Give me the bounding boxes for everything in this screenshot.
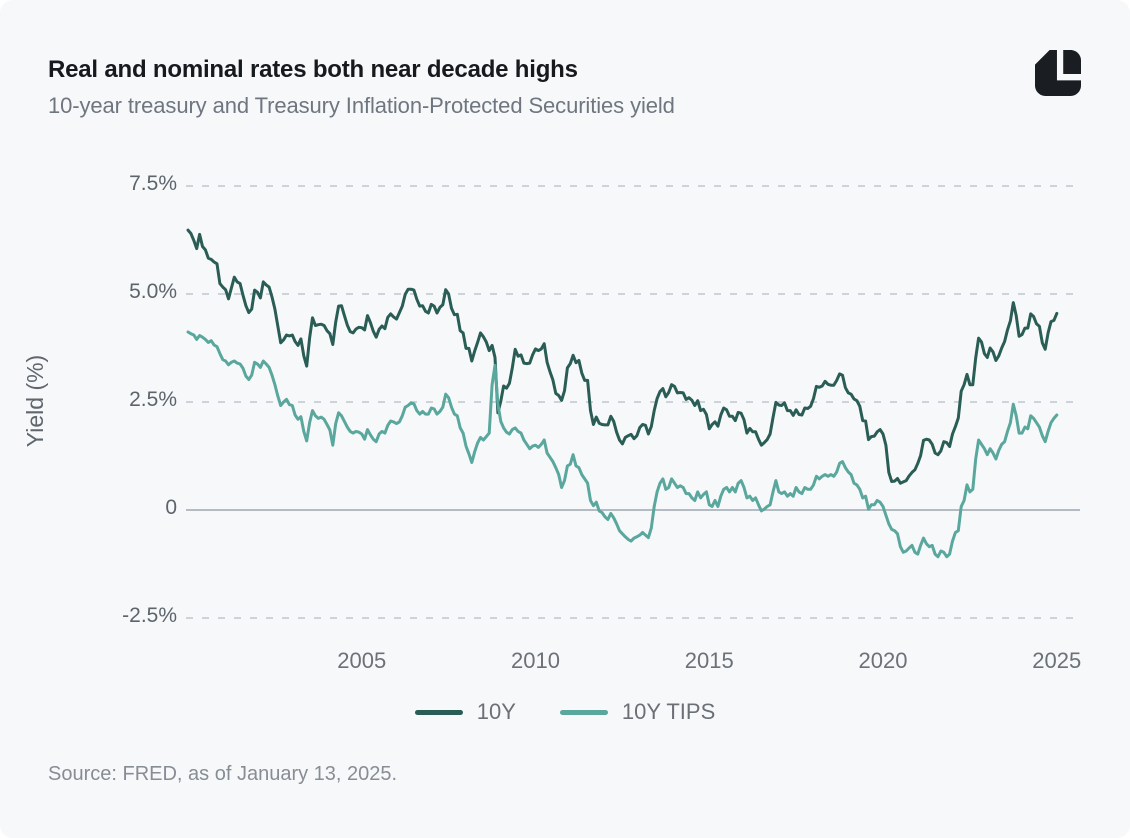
source-note: Source: FRED, as of January 13, 2025. [48, 763, 398, 785]
x-tick-label: 2005 [337, 648, 387, 673]
plot-svg [186, 185, 1080, 619]
x-tick-label: 2020 [858, 648, 908, 673]
legend: 10Y 10Y TIPS [0, 699, 1130, 725]
y-tick-label: 2.5% [129, 388, 177, 411]
y-tick-label: 7.5% [129, 172, 177, 195]
legend-swatch-10y-tips [559, 709, 608, 715]
series-line-10y-tips [186, 330, 1059, 559]
x-tick-label: 2010 [511, 648, 560, 673]
y-tick-label: 5.0% [129, 280, 177, 303]
publisher-logo-icon [1034, 50, 1082, 96]
x-tick-label: 2025 [1032, 648, 1082, 673]
x-tick-label: 2015 [684, 648, 734, 673]
y-tick-label: -2.5% [122, 604, 177, 627]
page-title: Real and nominal rates both near decade … [48, 56, 578, 83]
legend-label-10y-tips: 10Y TIPS [621, 699, 716, 724]
series-line-10y [186, 228, 1059, 485]
page-subtitle: 10-year treasury and Treasury Inflation-… [48, 93, 675, 118]
y-axis-title: Yield (%) [22, 354, 48, 448]
legend-item-10y: 10Y [414, 699, 516, 725]
legend-label-10y: 10Y [476, 699, 516, 724]
y-tick-label: 0 [165, 496, 177, 519]
legend-item-10y-tips: 10Y TIPS [559, 699, 716, 725]
legend-swatch-10y [414, 709, 463, 715]
